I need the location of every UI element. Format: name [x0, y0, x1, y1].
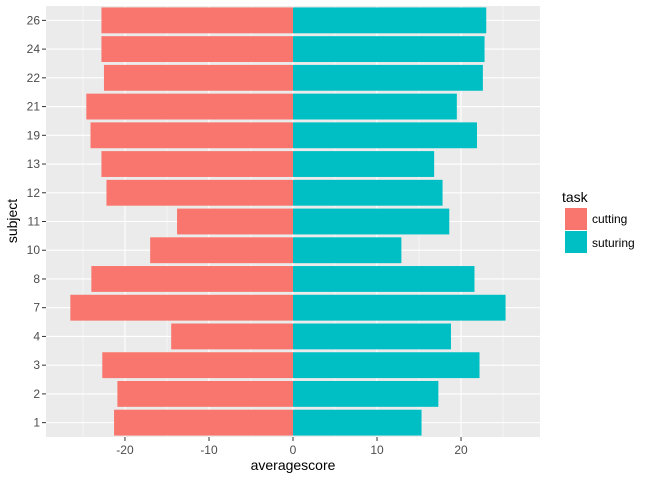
bar-cutting-subject-2: [117, 380, 294, 407]
bar-suturing-subject-3: [293, 352, 480, 379]
bar-suturing-subject-11: [293, 208, 450, 235]
y-axis-title: subject: [4, 199, 20, 243]
y-tick-label: 13: [27, 157, 41, 171]
bar-suturing-subject-4: [293, 323, 451, 350]
bar-suturing-subject-7: [293, 294, 506, 321]
bar-suturing-subject-12: [293, 179, 443, 206]
y-tick-label: 24: [27, 42, 41, 56]
bar-cutting-subject-26: [101, 7, 294, 34]
bar-cutting-subject-4: [171, 323, 293, 350]
legend-label-suturing: suturing: [592, 236, 635, 250]
bar-cutting-subject-22: [103, 64, 293, 91]
y-tick-label: 8: [33, 272, 40, 286]
y-tick-label: 2: [33, 387, 40, 401]
y-tick-label: 1: [33, 416, 40, 430]
legend-key-suturing: [565, 231, 587, 253]
x-tick-label: -20: [116, 443, 134, 457]
bar-cutting-subject-11: [177, 208, 293, 235]
bar-cutting-subject-10: [150, 237, 293, 264]
y-tick-label: 22: [27, 71, 41, 85]
bar-cutting-subject-13: [101, 151, 294, 177]
legend-title: task: [562, 189, 589, 205]
bar-suturing-subject-24: [293, 36, 485, 63]
y-tick-label: 7: [33, 301, 40, 315]
bar-suturing-subject-8: [293, 266, 475, 292]
bar-suturing-subject-22: [293, 64, 483, 91]
bar-suturing-subject-26: [293, 7, 487, 34]
y-tick-label: 4: [33, 329, 40, 343]
bar-suturing-subject-13: [293, 151, 435, 177]
y-tick-label: 12: [27, 186, 41, 200]
bar-cutting-subject-3: [102, 352, 293, 379]
legend: task cutting suturing: [562, 189, 635, 253]
x-tick-label: -10: [200, 443, 218, 457]
y-tick-label: 10: [27, 243, 41, 257]
bar-cutting-subject-1: [114, 409, 293, 436]
bar-cutting-subject-21: [86, 93, 293, 120]
y-tick-label: 3: [33, 358, 40, 372]
legend-label-cutting: cutting: [592, 212, 627, 226]
x-axis-title: averagescore: [251, 457, 336, 473]
y-tick-label: 21: [27, 100, 41, 114]
x-tick-label: 10: [370, 443, 384, 457]
bar-cutting-subject-12: [106, 179, 293, 206]
legend-key-cutting: [565, 208, 587, 230]
x-tick-label: 20: [454, 443, 468, 457]
bar-suturing-subject-21: [293, 93, 457, 120]
bar-cutting-subject-7: [70, 294, 293, 321]
bar-cutting-subject-19: [90, 122, 293, 149]
bar-cutting-subject-24: [101, 36, 294, 63]
x-tick-label: 0: [290, 443, 297, 457]
bar-cutting-subject-8: [91, 266, 294, 292]
bar-suturing-subject-19: [293, 122, 477, 149]
y-tick-label: 11: [28, 215, 41, 229]
x-axis: -20 -10 0 10 20: [116, 437, 468, 457]
bar-suturing-subject-1: [293, 409, 422, 436]
bars: [70, 7, 506, 436]
bar-suturing-subject-2: [293, 380, 439, 407]
y-tick-label: 19: [27, 128, 41, 142]
bar-suturing-subject-10: [293, 237, 402, 264]
y-tick-label: 26: [27, 13, 41, 27]
